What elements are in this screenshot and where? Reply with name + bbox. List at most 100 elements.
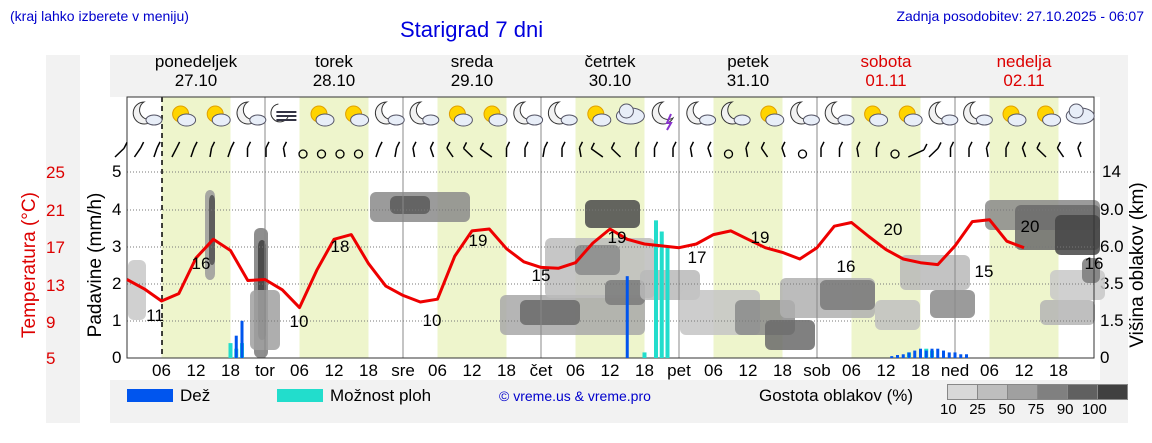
- moon-icon: [686, 101, 717, 126]
- wind-barb-icon: [985, 141, 991, 158]
- wind-barb-icon: [1036, 142, 1047, 158]
- temperature-label: 20: [884, 220, 903, 239]
- showers-legend-label: Možnost ploh: [330, 386, 432, 405]
- temperature-label: 10: [290, 312, 309, 331]
- day-header-3: četrtek 30.10: [584, 52, 636, 90]
- precip-tick: 4: [112, 200, 122, 219]
- x-tick: 18: [221, 361, 240, 380]
- rain-bar: [959, 354, 963, 358]
- x-tick: pet: [667, 361, 691, 380]
- density-legend-label: Gostota oblakov (%): [759, 386, 914, 405]
- temperature-label: 10: [423, 311, 442, 330]
- wind-barb-icon: [838, 141, 844, 157]
- temperature-label: 19: [751, 228, 770, 247]
- rain-legend-label: Dež: [180, 386, 211, 405]
- density-swatch: [977, 384, 1008, 400]
- x-tick: 06: [980, 361, 999, 380]
- credit-link[interactable]: © vreme.us & vreme.pro: [499, 388, 651, 404]
- precip-tick: 0: [112, 348, 122, 367]
- rain-bar: [907, 352, 911, 358]
- rain-bar: [890, 356, 894, 358]
- moon-icon: [928, 101, 959, 126]
- x-tick: 06: [566, 361, 585, 380]
- wind-barb-icon: [375, 141, 383, 158]
- temp-tick: 25: [46, 163, 65, 182]
- x-tick: 12: [876, 361, 896, 380]
- wind-barb-icon: [209, 141, 216, 158]
- wind-barb-icon: [689, 141, 695, 158]
- wind-barb-icon: [949, 141, 955, 157]
- x-tick: čet: [529, 361, 553, 380]
- temp-tick: 13: [46, 276, 65, 295]
- wind-barb-icon: [282, 141, 288, 158]
- cloud-blob: [765, 320, 815, 350]
- temp-tick: 17: [46, 238, 65, 257]
- wind-barb-icon: [133, 141, 145, 158]
- density-tick: 100: [1081, 401, 1107, 418]
- fog-icon: [270, 103, 297, 123]
- density-tick: 90: [1056, 401, 1074, 418]
- density-swatch: [1037, 384, 1068, 400]
- rain-bar: [936, 348, 940, 358]
- density-scale: [947, 384, 1128, 405]
- x-tick: 18: [497, 361, 516, 380]
- x-tick: sre: [391, 361, 415, 380]
- wind-barb-icon: [246, 141, 252, 157]
- cloud-blob: [605, 280, 645, 305]
- moon-icon: [547, 101, 578, 126]
- location-hint: (kraj lahko izberete v meniju): [10, 8, 189, 24]
- density-swatch: [947, 384, 978, 400]
- wind-barb-icon: [227, 141, 235, 158]
- x-tick: 18: [359, 361, 378, 380]
- rain-bar: [625, 276, 629, 358]
- sun-icon: [206, 105, 231, 127]
- x-tick: 06: [842, 361, 861, 380]
- cloud-icon: [615, 103, 645, 125]
- daylight-band: [437, 97, 507, 358]
- cloud-blob: [875, 300, 920, 330]
- cloud-blob: [575, 245, 620, 275]
- cloud-blob: [1082, 258, 1100, 283]
- temperature-label: 19: [608, 228, 627, 247]
- cloud-blob: [390, 196, 430, 214]
- wind-barb-icon: [316, 149, 327, 159]
- cloud-blob: [585, 200, 640, 228]
- right-axis-band: [1100, 97, 1128, 380]
- wind-barb-icon: [635, 141, 640, 157]
- weather-icons-row: [132, 101, 1095, 131]
- wind-barb-icon: [335, 149, 345, 159]
- moon-icon: [409, 101, 440, 126]
- density-swatch: [1097, 384, 1128, 400]
- x-tick: 12: [186, 361, 206, 380]
- wind-barb-icon: [114, 142, 128, 158]
- rain-bar: [913, 350, 917, 358]
- wind-barb-icon: [797, 149, 808, 159]
- density-tick: 50: [998, 401, 1016, 418]
- temp-tick: 9: [46, 313, 56, 332]
- wind-barb-icon: [781, 141, 786, 158]
- wind-barb-icon: [561, 141, 566, 157]
- cloud-blob: [930, 290, 975, 318]
- temperature-label: 15: [532, 266, 551, 285]
- density-tick: 25: [969, 401, 986, 418]
- wind-barb-icon: [462, 142, 474, 158]
- precip-tick: 5: [112, 162, 122, 181]
- day-header-6: nedelja 02.11: [996, 52, 1052, 90]
- cloud-blob: [520, 300, 580, 325]
- temperature-label: 11: [146, 306, 164, 325]
- x-tick: 06: [290, 361, 309, 380]
- last-update: Zadnja posodobitev: 27.10.2025 - 06:07: [896, 8, 1144, 24]
- temperature-label: 15: [975, 262, 994, 281]
- density-tick: 10: [940, 401, 957, 418]
- rain-bar: [930, 348, 934, 358]
- x-tick: 06: [704, 361, 723, 380]
- cloud-blob: [1040, 300, 1095, 325]
- temperature-label: 16: [192, 254, 211, 273]
- x-tick: 18: [635, 361, 654, 380]
- wind-barb-icon: [745, 141, 750, 158]
- x-tick: 12: [324, 361, 344, 380]
- rain-bar: [234, 335, 238, 358]
- rain-legend-swatch: [127, 389, 173, 402]
- moon-icon: [824, 101, 855, 126]
